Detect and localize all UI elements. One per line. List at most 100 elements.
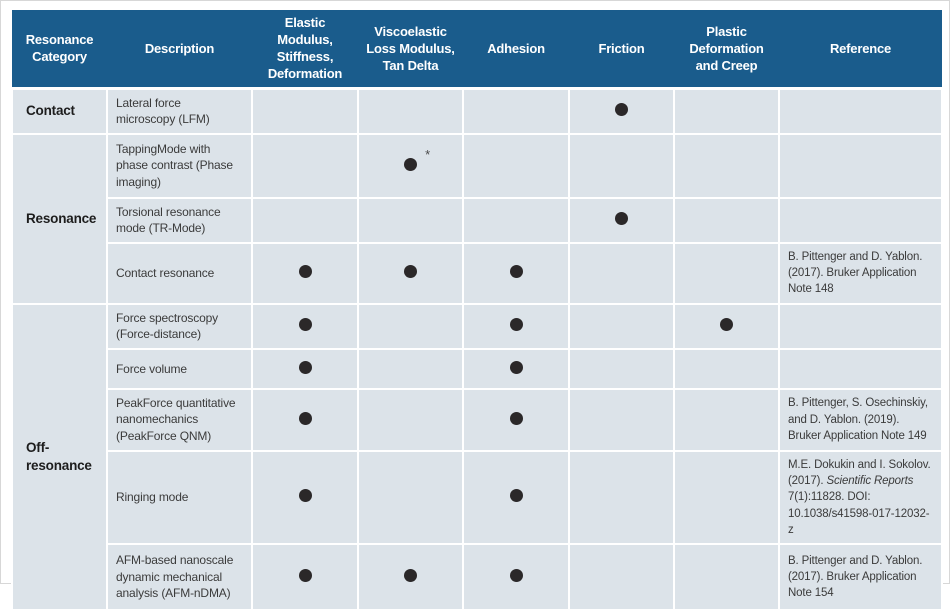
capability-dot xyxy=(298,489,312,503)
capability-dot xyxy=(509,411,523,425)
reference-text-italic: Scientific Reports xyxy=(826,474,914,487)
capability-dot-wrap: * xyxy=(404,148,430,171)
column-header-adhesion: Adhesion xyxy=(463,10,569,90)
description-cell: Ringing mode xyxy=(106,449,253,546)
header-row: Resonance Category Description Elastic Mod… xyxy=(12,10,942,90)
column-header-plastic: Plastic Deformation and Creep xyxy=(674,10,779,90)
capability-dot-wrap xyxy=(615,212,628,226)
capability-cell-viscoelastic xyxy=(357,87,464,135)
table-row: Torsional resonance mode (TR-Mode) xyxy=(12,196,943,244)
capability-dot xyxy=(298,265,312,279)
capability-cell-friction xyxy=(568,387,675,452)
capability-cell-elastic xyxy=(251,241,359,305)
capability-cell-adhesion xyxy=(462,543,570,611)
capability-dot-wrap xyxy=(720,318,733,332)
capability-cell-viscoelastic xyxy=(357,241,464,305)
capability-cell-viscoelastic xyxy=(357,196,464,244)
asterisk-marker: * xyxy=(425,146,430,162)
capability-dot-wrap xyxy=(509,265,523,279)
capability-cell-viscoelastic xyxy=(357,543,464,611)
table-row: Off-resonance Force spectroscopy (Force-d… xyxy=(11,302,943,611)
capability-dot-wrap xyxy=(404,569,417,583)
description-cell: Contact resonance xyxy=(106,241,253,305)
capability-cell-adhesion xyxy=(462,449,570,546)
description-cell: PeakForce quantitative nanomechanics (Pe… xyxy=(106,387,253,452)
capability-cell-adhesion xyxy=(462,387,570,452)
capability-cell-elastic xyxy=(251,543,359,611)
capability-cell-elastic xyxy=(251,387,359,452)
description-cell: AFM-based nanoscale dynamic mechanical a… xyxy=(106,543,253,611)
table-body: Contact Lateral force microscopy (LFM) Res… xyxy=(11,87,943,611)
capability-dot xyxy=(404,157,417,171)
capability-cell-elastic xyxy=(251,87,359,135)
capability-dot xyxy=(509,360,523,374)
table-row: Contact resonance B. Pittenger and D. Yab… xyxy=(12,241,943,305)
capability-cell-viscoelastic: * xyxy=(357,132,464,199)
reference-cell xyxy=(778,132,943,199)
column-header-elastic: Elastic Modulus, Stiffness, Deformation xyxy=(252,10,358,90)
reference-cell xyxy=(778,87,943,135)
capability-dot-wrap xyxy=(404,265,417,279)
capability-cell-viscoelastic xyxy=(357,347,464,390)
afm-modes-table: Resonance Category Description Elastic Mod… xyxy=(11,10,943,611)
reference-cell: B. Pittenger and D. Yablon. (2017). Bruk… xyxy=(778,543,943,611)
capability-cell-friction xyxy=(568,302,675,350)
capability-cell-friction xyxy=(568,543,675,611)
capability-dot-wrap xyxy=(298,360,312,374)
capability-cell-elastic xyxy=(251,132,359,199)
capability-cell-elastic xyxy=(251,302,359,350)
capability-cell-adhesion xyxy=(462,132,570,199)
reference-cell: B. Pittenger, S. Osechinskiy, and D. Yab… xyxy=(778,387,943,452)
capability-cell-viscoelastic xyxy=(357,302,464,350)
capability-cell-friction xyxy=(568,132,675,199)
capability-cell-friction xyxy=(568,87,675,135)
column-header-viscoelastic: Viscoelastic Loss Modulus, Tan Delta xyxy=(358,10,463,90)
capability-dot-wrap xyxy=(298,318,312,332)
capability-dot-wrap xyxy=(298,411,312,425)
table-row: Resonance TappingMode with phase contrast… xyxy=(11,132,943,305)
description-cell: Torsional resonance mode (TR-Mode) xyxy=(106,196,253,244)
capability-cell-plastic xyxy=(673,87,780,135)
description-cell: Lateral force microscopy (LFM) xyxy=(106,87,253,135)
capability-cell-elastic xyxy=(251,196,359,244)
reference-text: 7(1):11828. DOI: 10.1038/s41598-017-1203… xyxy=(788,491,930,536)
capability-cell-plastic xyxy=(673,241,780,305)
capability-cell-adhesion xyxy=(462,87,570,135)
capability-dot-wrap xyxy=(298,489,312,503)
reference-cell: M.E. Dokukin and I. Sokolov. (2017). Sci… xyxy=(778,449,943,546)
capability-dot-wrap xyxy=(615,103,628,117)
capability-dot xyxy=(298,569,312,583)
reference-cell xyxy=(778,347,943,390)
capability-dot xyxy=(404,569,417,583)
capability-cell-friction xyxy=(568,449,675,546)
capability-dot-wrap xyxy=(509,318,523,332)
table-row: Ringing mode M.E. Dokukin and I. Sokolov.… xyxy=(12,449,943,546)
capability-dot xyxy=(298,360,312,374)
capability-cell-viscoelastic xyxy=(357,387,464,452)
description-cell: TappingMode with phase contrast (Phase i… xyxy=(106,132,253,199)
capability-dot xyxy=(298,318,312,332)
category-cell-contact: Contact xyxy=(11,87,108,135)
description-cell: Force spectroscopy (Force-distance) xyxy=(106,302,253,350)
capability-cell-adhesion xyxy=(462,196,570,244)
reference-text: M.E. Dokukin and I. Sokolov. (2017). xyxy=(788,458,931,487)
reference-text: B. Pittenger, S. Osechinskiy, and D. Yab… xyxy=(788,397,928,442)
capability-cell-adhesion xyxy=(462,241,570,305)
reference-cell: B. Pittenger and D. Yablon. (2017). Bruk… xyxy=(778,241,943,305)
capability-dot-wrap xyxy=(509,569,523,583)
description-cell: Force volume xyxy=(106,347,253,390)
capability-dot-wrap xyxy=(298,569,312,583)
reference-cell xyxy=(778,302,943,350)
category-cell-off-resonance: Off-resonance xyxy=(11,302,108,611)
capability-cell-elastic xyxy=(251,347,359,390)
capability-dot xyxy=(404,265,417,279)
capability-cell-plastic xyxy=(673,302,780,350)
capability-cell-viscoelastic xyxy=(357,449,464,546)
table-row: Force volume xyxy=(12,347,943,390)
table-row: PeakForce quantitative nanomechanics (Pe… xyxy=(12,387,943,452)
capability-dot xyxy=(509,489,523,503)
column-header-friction: Friction xyxy=(569,10,674,90)
capability-dot xyxy=(509,265,523,279)
capability-dot xyxy=(509,569,523,583)
